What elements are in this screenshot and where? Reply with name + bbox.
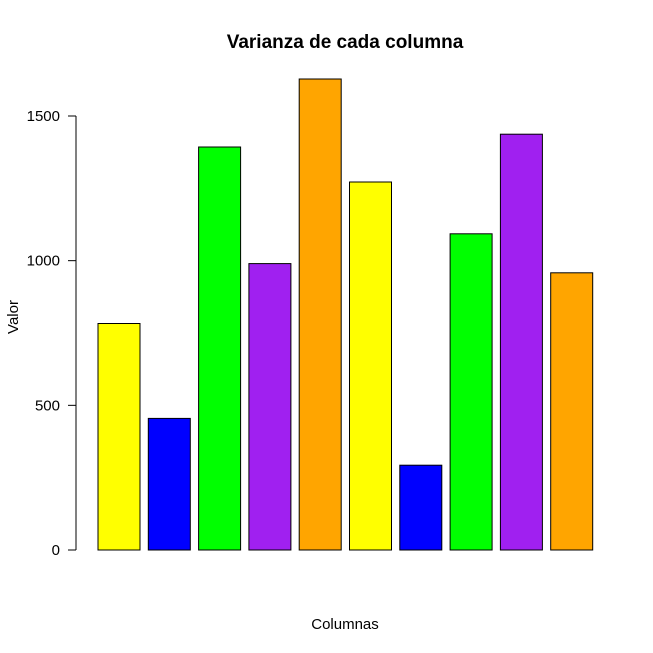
bar-10: [550, 272, 594, 551]
chart-title: Varianza de cada columna: [227, 32, 464, 53]
bar-4: [248, 263, 292, 551]
bar-7: [399, 464, 443, 551]
bars-group: [97, 78, 594, 551]
y-axis: 0 500 1000 1500: [27, 108, 77, 559]
bar-3: [198, 146, 242, 551]
y-tick-label: 0: [52, 542, 60, 559]
y-axis-label: Valor: [5, 300, 22, 334]
y-tick-label: 1000: [27, 253, 60, 270]
bar-2: [147, 417, 191, 551]
bar-1: [97, 323, 141, 551]
bar-6: [349, 181, 392, 551]
bar-8: [449, 233, 493, 551]
bar-9: [499, 133, 543, 551]
x-axis-label: Columnas: [311, 616, 379, 633]
bar-5: [298, 78, 342, 551]
y-tick-label: 1500: [27, 108, 60, 125]
y-tick-label: 500: [35, 397, 60, 414]
